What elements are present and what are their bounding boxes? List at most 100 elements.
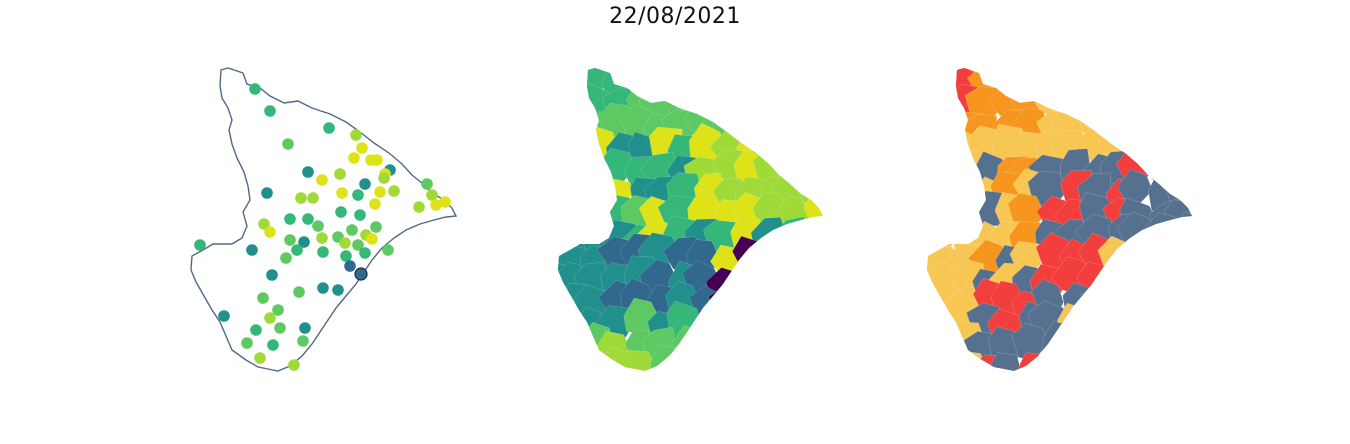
municipality-polygon <box>558 148 572 187</box>
municipality-polygon <box>573 159 610 194</box>
municipality-polygons <box>558 68 823 371</box>
municipality-polygon <box>791 128 823 164</box>
municipality-polygon <box>558 304 574 340</box>
municipality-polygon <box>558 68 573 81</box>
municipality-polygon <box>1018 352 1053 371</box>
municipality-polygon <box>558 325 575 364</box>
municipality-polygon <box>732 259 770 291</box>
municipality-polygon <box>755 79 790 121</box>
municipality-polygon <box>799 298 823 340</box>
municipality-polygon <box>1142 285 1183 320</box>
station-point <box>374 186 386 198</box>
station-point <box>274 322 286 334</box>
municipality-polygon <box>668 68 703 79</box>
station-point <box>316 232 328 244</box>
municipality-polygon <box>732 326 770 360</box>
municipality-polygon <box>733 279 769 322</box>
station-point <box>370 221 382 233</box>
municipality-polygon <box>759 322 793 360</box>
municipality-polygon <box>1161 300 1192 336</box>
station-point <box>297 335 309 347</box>
station-point <box>346 224 358 236</box>
municipality-polygon <box>558 347 571 371</box>
municipality-polygon <box>573 173 609 211</box>
municipality-polygon <box>770 261 810 295</box>
municipality-polygon <box>1078 304 1115 343</box>
municipality-polygon <box>1097 281 1139 318</box>
municipality-polygon <box>1144 68 1181 98</box>
municipality-polygon <box>927 169 941 210</box>
municipality-polygon <box>1123 68 1165 82</box>
station-points <box>194 83 451 371</box>
station-point <box>335 206 347 218</box>
municipality-polygon <box>793 68 823 99</box>
municipality-polygon <box>713 326 751 363</box>
municipality-polygon <box>732 342 772 371</box>
municipality-polygon <box>1167 324 1192 360</box>
municipality-polygon <box>1126 68 1160 98</box>
municipality-polygon <box>558 285 569 322</box>
municipality-polygon <box>1124 239 1161 276</box>
station-point <box>340 250 352 262</box>
municipality-polygon <box>1097 68 1137 97</box>
municipality-polygon <box>772 283 811 319</box>
municipality-polygon <box>799 224 823 262</box>
municipality-polygon <box>1165 68 1192 98</box>
station-point <box>307 192 319 204</box>
station-point <box>359 178 371 190</box>
station-point <box>302 213 314 225</box>
municipality-polygon <box>1034 68 1070 84</box>
municipality-polygon <box>558 202 566 237</box>
municipality-polygon <box>732 85 772 127</box>
municipality-polygon <box>927 68 957 80</box>
municipality-polygon <box>602 68 639 74</box>
station-point <box>218 310 230 322</box>
station-point <box>426 189 438 201</box>
municipality-polygon <box>647 68 684 102</box>
station-point <box>378 172 390 184</box>
figure-title: 22/08/2021 <box>609 4 741 29</box>
municipality-polygon <box>1122 304 1164 340</box>
municipality-polygon <box>1075 347 1119 371</box>
municipality-polygon <box>927 307 939 338</box>
municipality-polygon <box>1102 353 1145 371</box>
municipality-polygon <box>927 195 943 233</box>
municipality-polygon <box>780 152 818 185</box>
municipality-polygon <box>928 193 962 231</box>
municipality-polygon <box>735 68 772 105</box>
station-point <box>241 337 253 349</box>
municipality-polygon <box>927 348 959 371</box>
municipality-polygon <box>799 87 823 129</box>
municipality-polygon <box>690 68 725 104</box>
station-point <box>272 304 284 316</box>
municipality-polygon <box>558 180 568 213</box>
municipality-polygon <box>1060 68 1098 77</box>
municipality-polygon <box>775 347 816 371</box>
municipality-polygon <box>668 351 709 371</box>
station-point <box>258 218 270 230</box>
station-point <box>264 226 276 238</box>
municipality-polygon <box>710 68 746 79</box>
station-point <box>293 286 305 298</box>
municipality-polygon <box>558 129 570 166</box>
municipality-polygon <box>927 113 943 149</box>
station-point <box>339 237 351 249</box>
station-points-map <box>190 67 458 372</box>
municipality-polygon <box>801 148 823 182</box>
station-point <box>291 244 303 256</box>
municipality-polygon <box>927 282 939 315</box>
municipality-polygon <box>1161 68 1192 76</box>
municipality-polygon <box>1124 85 1162 126</box>
station-point <box>312 220 324 232</box>
station-point <box>266 269 278 281</box>
municipality-risk-choropleth <box>927 68 1192 371</box>
municipality-polygon <box>1072 82 1112 124</box>
municipality-polygon <box>558 93 568 127</box>
municipality-polygon <box>1163 353 1192 371</box>
municipality-polygon <box>558 68 592 101</box>
municipality-polygon <box>1143 257 1181 296</box>
municipality-polygon <box>749 343 789 371</box>
station-point <box>352 239 364 251</box>
municipality-polygon <box>1097 80 1137 120</box>
